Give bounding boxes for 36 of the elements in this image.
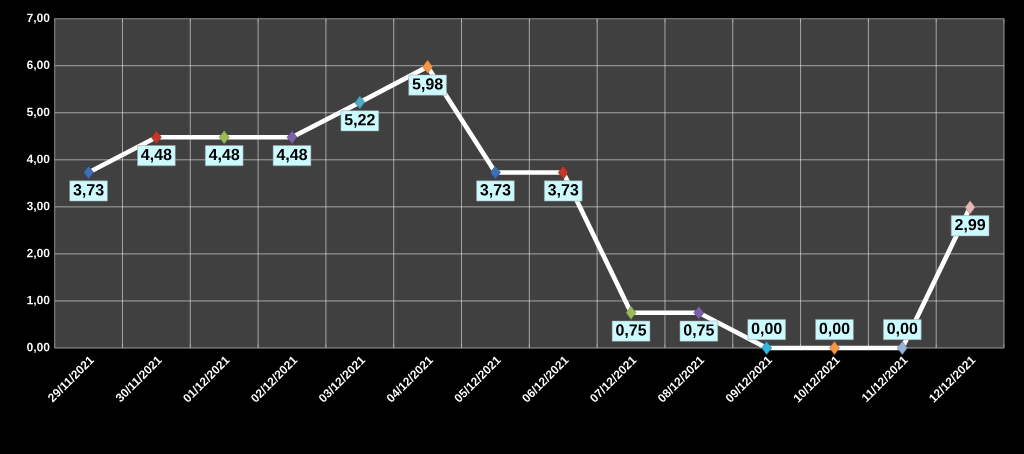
point (218, 130, 230, 145)
point (625, 305, 637, 320)
point (490, 165, 501, 180)
y-tick-label: 6,00 (27, 60, 50, 71)
point (422, 59, 433, 74)
point (897, 341, 908, 355)
data-label: 3,73 (548, 184, 579, 198)
point (693, 305, 705, 320)
data-label: 2,99 (955, 218, 986, 233)
y-tick-label: 0,00 (27, 342, 50, 354)
data-label: 0,00 (887, 322, 918, 337)
point (761, 341, 772, 355)
y-tick-label: 5,00 (26, 107, 50, 118)
point (286, 130, 298, 145)
data-label: 4,48 (276, 148, 308, 163)
point (151, 130, 162, 145)
data-label: 0,00 (819, 322, 850, 337)
y-tick-label: 7,00 (27, 13, 50, 24)
y-tick-label: 1,00 (27, 295, 50, 307)
point (354, 95, 366, 110)
point (557, 165, 569, 180)
y-tick-label: 4,00 (26, 154, 50, 165)
data-label: 0,00 (751, 322, 782, 337)
data-label: 3,73 (73, 184, 104, 198)
data-label: 0,75 (616, 324, 647, 338)
data-label: 0,75 (683, 324, 714, 338)
point (83, 165, 94, 180)
data-label: 4,48 (141, 148, 172, 163)
y-tick-label: 2,00 (27, 248, 50, 260)
data-label: 5,98 (412, 78, 443, 92)
data-label: 5,22 (344, 114, 375, 128)
data-label: 4,48 (208, 148, 240, 163)
data-label: 3,73 (480, 184, 511, 198)
point (829, 341, 840, 355)
y-tick-label: 3,00 (26, 201, 50, 212)
point (964, 200, 976, 215)
